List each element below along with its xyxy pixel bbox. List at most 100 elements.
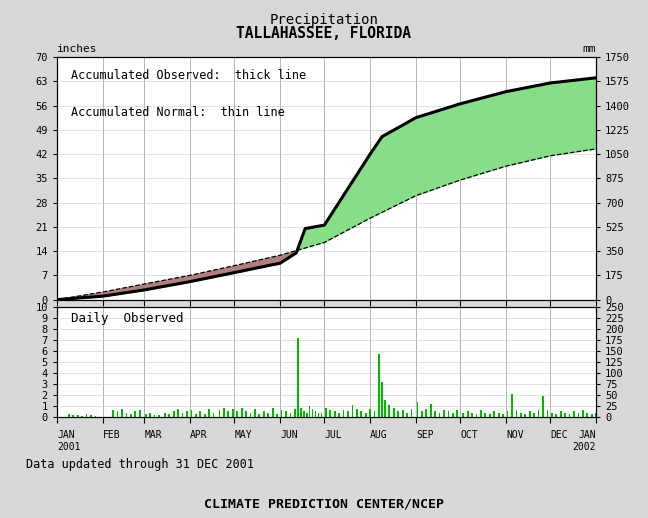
Bar [245,411,247,417]
Bar [467,411,469,417]
Bar [312,409,314,417]
Text: Precipitation: Precipitation [270,13,378,27]
Bar [439,412,441,417]
Text: SEP: SEP [416,430,434,440]
Text: FEB: FEB [103,430,121,440]
Text: mm: mm [583,45,596,54]
Bar [268,412,269,417]
Bar [343,410,345,417]
Text: Daily  Observed: Daily Observed [71,312,183,325]
Bar [493,411,495,417]
Bar [434,411,436,417]
Bar [456,410,458,417]
Bar [308,406,310,417]
Bar [551,412,553,417]
Bar [334,411,336,417]
Bar [533,412,535,417]
Bar [281,410,283,417]
Bar [411,409,412,417]
Bar [347,411,349,417]
Bar [425,409,427,417]
Bar [218,410,220,417]
Bar [139,410,141,417]
Bar [315,411,316,417]
Bar [112,410,114,417]
Bar [130,414,132,417]
Bar [417,401,419,417]
Text: JUN: JUN [280,430,297,440]
Bar [471,412,473,417]
Bar [352,405,353,417]
Bar [178,409,179,417]
Bar [365,412,367,417]
Bar [208,409,210,417]
Bar [300,408,301,417]
Bar [149,412,151,417]
Bar [338,412,340,417]
Bar [546,410,548,417]
Bar [321,412,322,417]
Bar [154,415,156,417]
Bar [406,412,408,417]
Text: Accumulated Normal:  thin line: Accumulated Normal: thin line [71,106,284,119]
Text: Data updated through 31 DEC 2001: Data updated through 31 DEC 2001 [26,458,254,471]
Text: OCT: OCT [460,430,478,440]
Bar [227,411,229,417]
Text: MAY: MAY [235,430,252,440]
Bar [95,416,97,417]
Bar [168,414,170,417]
Bar [90,415,92,417]
Bar [485,412,486,417]
Bar [389,405,390,417]
Text: NOV: NOV [506,430,524,440]
Bar [381,382,383,417]
Bar [191,410,192,417]
Bar [237,411,238,417]
Text: MAR: MAR [144,430,162,440]
Bar [241,408,242,417]
Bar [393,408,395,417]
Bar [564,412,566,417]
Text: JUL: JUL [325,430,342,440]
Bar [263,411,264,417]
Bar [443,410,445,417]
Bar [384,400,386,417]
Bar [306,412,308,417]
Bar [294,409,295,417]
Bar [502,414,504,417]
Bar [173,411,174,417]
Bar [569,414,570,417]
Bar [73,415,74,417]
Bar [195,414,197,417]
Bar [397,411,399,417]
Bar [520,412,522,417]
Bar [77,415,78,417]
Bar [498,412,500,417]
Bar [145,414,146,417]
Bar [318,412,319,417]
Bar [164,412,166,417]
Bar [121,409,123,417]
Text: TALLAHASSEE, FLORIDA: TALLAHASSEE, FLORIDA [237,26,411,41]
Bar [480,410,482,417]
Bar [204,414,205,417]
Bar [249,412,251,417]
Bar [303,411,305,417]
Bar [582,410,584,417]
Bar [259,414,260,417]
Bar [586,412,588,417]
Bar [591,414,593,417]
Bar [86,414,87,417]
Bar [117,411,119,417]
Bar [476,414,478,417]
Bar [511,394,513,417]
Bar [369,409,371,417]
Bar [507,411,509,417]
Bar [329,410,331,417]
Bar [516,410,517,417]
Bar [448,411,449,417]
Bar [430,404,432,417]
Text: CLIMATE PREDICTION CENTER/NCEP: CLIMATE PREDICTION CENTER/NCEP [204,497,444,510]
Bar [325,408,327,417]
Bar [285,411,287,417]
